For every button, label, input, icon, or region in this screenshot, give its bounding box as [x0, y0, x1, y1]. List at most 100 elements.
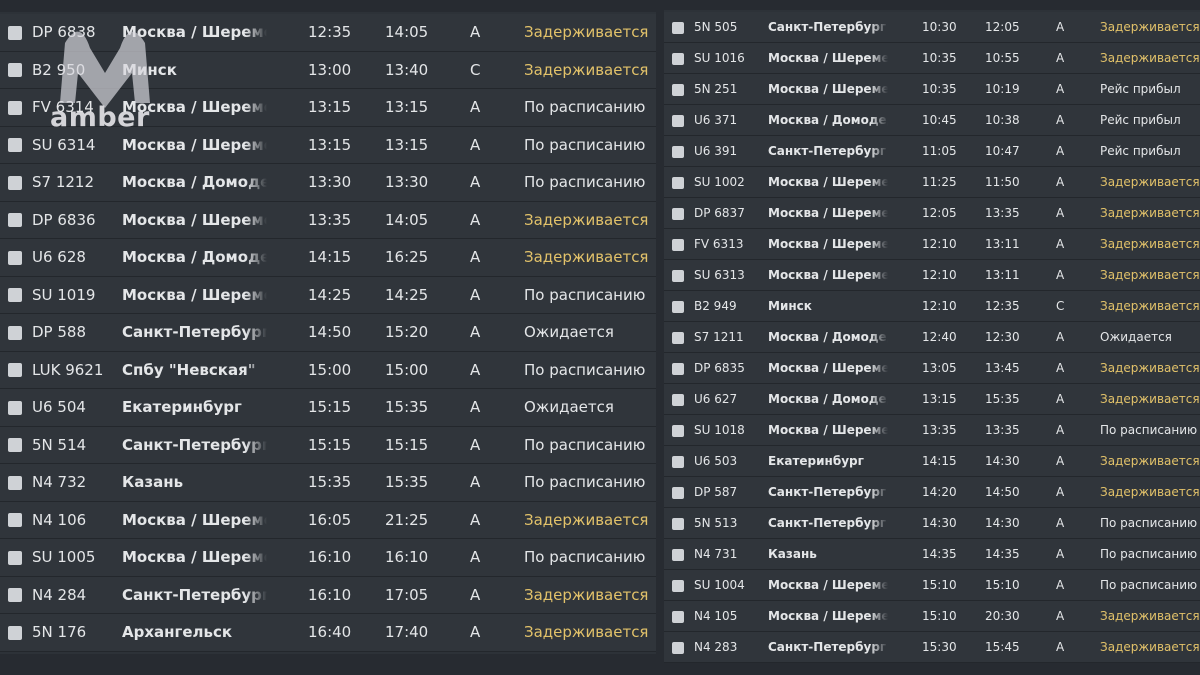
expected: 21:25 [385, 510, 429, 529]
terminal: A [470, 248, 481, 267]
scheduled: 10:45 [922, 113, 957, 127]
destination: Москва / Шереметь [768, 361, 888, 375]
flight: SU 1005 [32, 548, 96, 567]
destination: Москва / Шереметь [768, 609, 888, 623]
terminal: A [470, 173, 481, 192]
scheduled: 13:00 [308, 60, 352, 79]
flight: 5N 514 [32, 435, 87, 454]
airline-icon [8, 588, 22, 603]
status: Задерживается [524, 210, 649, 229]
destination: Москва / Шереметь [768, 51, 888, 65]
right-board: 5N 505 Санкт-Петербург 10:30 12:05 A Задержив… [664, 10, 1200, 663]
scheduled: 12:10 [922, 237, 957, 251]
airline-icon [672, 145, 684, 158]
status: Рейс прибыл [1100, 144, 1181, 158]
flight-row: LUK 9621 Спбу "Невская" 15:00 15:00 A По расп… [0, 351, 656, 389]
scheduled: 11:25 [922, 175, 957, 189]
terminal: A [470, 98, 481, 117]
destination: Санкт-Петербург [768, 144, 887, 158]
scheduled: 13:15 [308, 98, 352, 117]
airline-icon [8, 513, 22, 528]
flight: N4 283 [694, 640, 738, 654]
airline-icon [8, 550, 22, 565]
flight-row: 5N 505 Санкт-Петербург 10:30 12:05 A Задержив… [664, 12, 1200, 43]
expected: 13:15 [385, 98, 429, 117]
expected: 15:35 [985, 392, 1020, 406]
status: Ожидается [1100, 330, 1172, 344]
scheduled: 12:10 [922, 299, 957, 313]
scheduled: 14:25 [308, 285, 352, 304]
expected: 13:35 [985, 206, 1020, 220]
flight: SU 1019 [32, 285, 96, 304]
flight-row: N4 283 Санкт-Петербург 15:30 15:45 A Задержив… [664, 632, 1200, 663]
status: Задерживается [1100, 237, 1200, 251]
scheduled: 13:15 [308, 135, 352, 154]
status: Задерживается [1100, 640, 1200, 654]
destination: Москва / Домодедо [122, 173, 267, 192]
airline-icon [8, 175, 22, 190]
destination: Москва / Шереметь [768, 175, 888, 189]
expected: 13:40 [385, 60, 429, 79]
destination: Москва / Шереметь [768, 268, 888, 282]
flight: 5N 251 [694, 82, 738, 96]
destination: Москва / Шереметь [122, 285, 267, 304]
flight-row: U6 371 Москва / Домодедо 10:45 10:38 A Рейс п… [664, 105, 1200, 136]
flight: FV 6313 [694, 237, 744, 251]
flight: N4 732 [32, 473, 87, 492]
scheduled: 15:00 [308, 360, 352, 379]
scheduled: 14:50 [308, 323, 352, 342]
airline-icon [8, 213, 22, 228]
flight-row: SU 1016 Москва / Шереметь 10:35 10:55 A Задер… [664, 43, 1200, 74]
airline-icon [8, 325, 22, 340]
expected: 13:15 [385, 135, 429, 154]
airline-icon [672, 52, 684, 65]
status: Задерживается [1100, 485, 1200, 499]
flight: U6 503 [694, 454, 738, 468]
expected: 13:11 [985, 237, 1020, 251]
airline-icon [672, 300, 684, 313]
flight: B2 949 [694, 299, 737, 313]
terminal: A [470, 473, 481, 492]
scheduled: 10:35 [922, 51, 957, 65]
scheduled: 15:15 [308, 398, 352, 417]
terminal: A [1056, 547, 1065, 561]
scheduled: 15:35 [308, 473, 352, 492]
terminal: A [470, 210, 481, 229]
destination: Санкт-Петербург [768, 485, 887, 499]
flight: SU 1002 [694, 175, 745, 189]
status: Ожидается [524, 398, 614, 417]
scheduled: 14:15 [308, 248, 352, 267]
expected: 14:25 [385, 285, 429, 304]
status: Задерживается [524, 60, 649, 79]
terminal: A [1056, 640, 1065, 654]
flight: SU 6313 [694, 268, 745, 282]
terminal: A [1056, 144, 1065, 158]
flight: DP 587 [694, 485, 738, 499]
terminal: A [470, 323, 481, 342]
flight: U6 628 [32, 248, 86, 267]
flight: U6 371 [694, 113, 738, 127]
flight-row: DP 6835 Москва / Шереметь 13:05 13:45 A Задер… [664, 353, 1200, 384]
status: Задерживается [1100, 20, 1200, 34]
airline-icon [8, 363, 22, 378]
airline-icon [8, 25, 22, 40]
flight: N4 105 [694, 609, 738, 623]
flight-row: N4 106 Москва / Шереметь 16:05 21:25 A Задерж… [0, 501, 656, 539]
scheduled: 14:15 [922, 454, 957, 468]
destination: Казань [768, 547, 817, 561]
flight-row: DP 6837 Москва / Шереметь 12:05 13:35 A Задер… [664, 198, 1200, 229]
terminal: A [470, 548, 481, 567]
flight: DP 6836 [32, 210, 96, 229]
terminal: A [1056, 516, 1065, 530]
expected: 15:35 [385, 473, 429, 492]
expected: 15:10 [985, 578, 1020, 592]
scheduled: 16:10 [308, 548, 352, 567]
terminal: A [1056, 361, 1065, 375]
status: Задерживается [1100, 454, 1200, 468]
terminal: A [470, 135, 481, 154]
destination: Москва / Домодедо [768, 330, 888, 344]
flight-row: U6 628 Москва / Домодедо 14:15 16:25 A Задерж… [0, 239, 656, 277]
